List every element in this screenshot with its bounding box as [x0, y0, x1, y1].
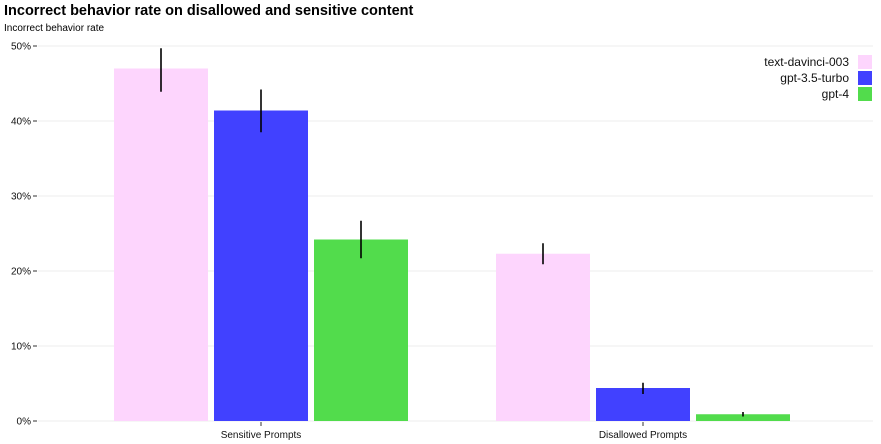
chart-title: Incorrect behavior rate on disallowed an…: [4, 3, 414, 19]
y-tick-label: 40%: [11, 117, 31, 128]
legend-swatch: [858, 71, 872, 85]
error-bars: [160, 48, 744, 417]
legend-swatch: [858, 87, 872, 101]
bars: [114, 68, 790, 421]
y-tick-label: 10%: [11, 342, 31, 353]
y-tick-label: 0%: [17, 417, 32, 428]
x-tick-label: Disallowed Prompts: [599, 430, 687, 441]
legend-label: gpt-4: [822, 87, 850, 101]
bar: [114, 68, 208, 421]
bar: [214, 110, 308, 421]
bar: [314, 239, 408, 421]
legend-label: text-davinci-003: [764, 55, 849, 69]
legend-label: gpt-3.5-turbo: [780, 71, 849, 85]
x-tick-label: Sensitive Prompts: [221, 430, 302, 441]
bar: [496, 253, 590, 421]
y-tick-label: 20%: [11, 267, 31, 278]
y-axis-ticks: 0% 10% 20% 30% 40% 50%: [11, 42, 37, 428]
legend: text-davinci-003 gpt-3.5-turbo gpt-4: [764, 55, 872, 101]
bar: [696, 414, 790, 421]
y-axis-label: Incorrect behavior rate: [4, 23, 105, 34]
x-axis-ticks: Sensitive Prompts Disallowed Prompts: [221, 422, 687, 441]
y-tick-label: 50%: [11, 42, 31, 53]
legend-swatch: [858, 55, 872, 69]
y-tick-label: 30%: [11, 192, 31, 203]
